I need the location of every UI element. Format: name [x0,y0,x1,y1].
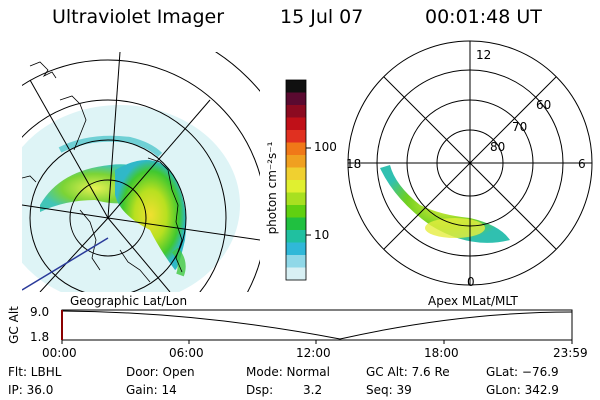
glat-status: GLat: −76.9 [486,365,559,379]
colorbar-stripe [286,80,306,93]
xtick-1200: 12:00 [296,346,331,360]
colorbar-stripe [286,130,306,143]
colorbar-stripe [286,155,306,168]
xtick-0600: 06:00 [169,346,204,360]
colorbar-stripe [286,167,306,181]
colorbar-tick-100: 100 [314,140,337,154]
ip-status: IP: 36.0 [8,383,54,397]
geographic-map [22,52,260,292]
xtick-2359: 23:59 [553,346,588,360]
mlt-label-6: 6 [578,157,586,171]
seq-status: Seq: 39 [366,383,412,397]
mlt-label-12: 12 [476,48,492,62]
xtick-0000: 00:00 [42,346,77,360]
colorbar-stripe [286,242,306,256]
mlat-label-60: 60 [536,98,552,112]
date-label: 15 Jul 07 [280,6,364,28]
xtick-1800: 18:00 [424,346,459,360]
instrument-title: Ultraviolet Imager [52,6,225,28]
colorbar-tick-10: 10 [314,228,330,242]
colorbar-stripe [286,217,306,231]
apex-panel-label: Apex MLat/MLT [428,294,518,308]
colorbar-stripe [286,105,306,118]
glon-status: GLon: 342.9 [486,383,559,397]
mlt-label-0: 0 [467,275,475,289]
dsp-label: Dsp: [246,383,274,397]
geographic-panel-label: Geographic Lat/Lon [70,294,188,308]
mode-status: Mode: Normal [246,365,330,379]
colorbar-stripe [286,267,306,281]
colorbar-unit-label: photon cm⁻²s⁻¹ [265,141,279,235]
colorbar-stripe [286,117,306,131]
mlat-label-80: 80 [490,140,506,154]
colorbar-stripe [286,180,306,193]
altitude-plot [61,309,573,344]
colorbar-stripe [286,230,306,243]
colorbar [285,79,311,281]
time-label: 00:01:48 UT [425,6,542,28]
polar-plot [347,40,593,286]
filter-status: Flt: LBHL [8,365,62,379]
colorbar-stripe [286,92,306,106]
colorbar-stripe [286,142,306,156]
mlat-label-70: 70 [512,120,528,134]
gc-alt-status: GC Alt: 7.6 Re [366,365,450,379]
gain-status: Gain: 14 [126,383,177,397]
colorbar-stripe [286,255,306,268]
colorbar-stripe [286,192,306,206]
altitude-ytick-9: 9.0 [30,305,50,319]
dsp-value: 3.2 [303,383,323,397]
aurora-emission-right [115,160,186,270]
altitude-ylabel: GC Alt [7,306,21,344]
door-status: Door: Open [126,365,195,379]
colorbar-stripe [286,205,306,218]
altitude-ytick-1-8: 1.8 [30,330,50,344]
mlt-label-18: 18 [346,157,362,171]
